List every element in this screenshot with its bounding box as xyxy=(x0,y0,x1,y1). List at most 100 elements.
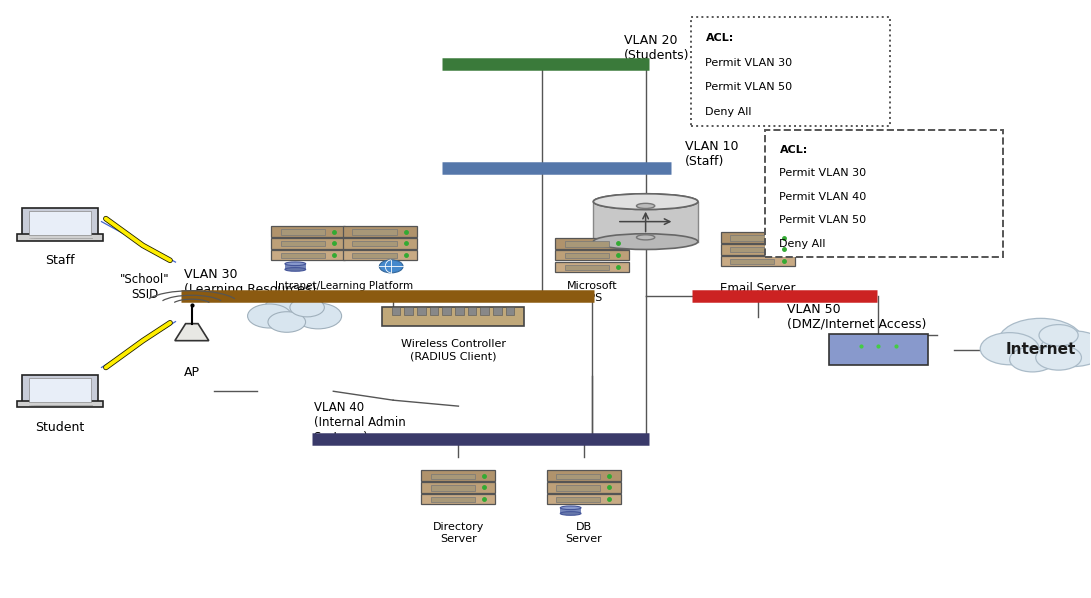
Bar xyxy=(721,232,794,243)
Text: VLAN 40
(Internal Admin
Systems): VLAN 40 (Internal Admin Systems) xyxy=(314,401,406,444)
FancyBboxPatch shape xyxy=(493,307,502,315)
Bar xyxy=(561,508,582,514)
Circle shape xyxy=(1035,345,1081,370)
FancyBboxPatch shape xyxy=(17,401,104,407)
Bar xyxy=(564,265,609,270)
Text: Permit VLAN 50: Permit VLAN 50 xyxy=(706,83,792,93)
Bar xyxy=(555,474,600,479)
Bar xyxy=(564,253,609,258)
Bar xyxy=(352,253,397,258)
Bar xyxy=(343,250,417,260)
Bar xyxy=(547,494,621,504)
Bar xyxy=(421,482,495,493)
Text: Intranet/Learning Platform: Intranet/Learning Platform xyxy=(275,281,413,291)
Text: ACL:: ACL: xyxy=(779,145,807,155)
Bar xyxy=(280,241,325,246)
Ellipse shape xyxy=(285,267,305,271)
Ellipse shape xyxy=(561,506,582,509)
Bar xyxy=(730,259,775,264)
Bar xyxy=(352,241,397,246)
Circle shape xyxy=(380,260,403,273)
Ellipse shape xyxy=(285,262,305,266)
Circle shape xyxy=(295,303,341,329)
Text: ACL:: ACL: xyxy=(706,33,734,43)
Ellipse shape xyxy=(594,194,698,209)
Ellipse shape xyxy=(636,203,655,209)
Text: DB
Server: DB Server xyxy=(565,522,602,544)
Text: VLAN 30
(Learning Resources): VLAN 30 (Learning Resources) xyxy=(184,269,316,297)
Text: Permit VLAN 30: Permit VLAN 30 xyxy=(779,169,866,178)
FancyBboxPatch shape xyxy=(692,17,890,126)
Text: Deny All: Deny All xyxy=(706,107,752,117)
Bar xyxy=(280,230,325,235)
Text: "School"
SSID: "School" SSID xyxy=(120,273,170,301)
Circle shape xyxy=(1041,331,1091,367)
FancyBboxPatch shape xyxy=(29,211,92,235)
Bar xyxy=(431,497,475,502)
Bar xyxy=(555,485,600,490)
Bar xyxy=(555,250,630,261)
Text: Staff: Staff xyxy=(46,254,75,267)
FancyBboxPatch shape xyxy=(455,307,464,315)
Circle shape xyxy=(263,294,323,327)
Bar xyxy=(272,250,345,260)
Circle shape xyxy=(998,318,1083,365)
FancyBboxPatch shape xyxy=(480,307,489,315)
Bar xyxy=(555,497,600,502)
Bar xyxy=(730,247,775,252)
Text: Directory
Server: Directory Server xyxy=(433,522,484,544)
FancyBboxPatch shape xyxy=(506,307,514,315)
FancyBboxPatch shape xyxy=(828,334,928,365)
Text: Internet: Internet xyxy=(1006,342,1076,357)
FancyBboxPatch shape xyxy=(468,307,477,315)
Text: VLAN 10
(Staff): VLAN 10 (Staff) xyxy=(685,140,739,168)
FancyBboxPatch shape xyxy=(392,307,400,315)
Bar xyxy=(421,471,495,481)
Text: Permit VLAN 40: Permit VLAN 40 xyxy=(779,192,866,202)
Bar xyxy=(280,253,325,258)
Bar xyxy=(285,264,305,270)
FancyBboxPatch shape xyxy=(405,307,413,315)
Text: Wireless Controller
(RADIUS Client): Wireless Controller (RADIUS Client) xyxy=(400,340,505,361)
Bar xyxy=(272,226,345,237)
Text: Email Server: Email Server xyxy=(720,282,795,295)
Bar xyxy=(343,226,417,237)
Circle shape xyxy=(1009,347,1055,372)
Bar xyxy=(272,238,345,249)
Text: Student: Student xyxy=(36,421,85,434)
Text: Microsoft
NPS: Microsoft NPS xyxy=(567,281,618,303)
FancyBboxPatch shape xyxy=(29,378,92,402)
Ellipse shape xyxy=(636,235,655,240)
Bar xyxy=(431,474,475,479)
Circle shape xyxy=(980,332,1039,365)
Text: VLAN 50
(DMZ/Internet Access): VLAN 50 (DMZ/Internet Access) xyxy=(787,303,926,331)
Text: VLAN 20
(Students): VLAN 20 (Students) xyxy=(624,34,690,62)
Bar xyxy=(352,230,397,235)
Circle shape xyxy=(248,304,291,328)
FancyBboxPatch shape xyxy=(22,375,98,405)
Text: AP: AP xyxy=(183,365,200,379)
Circle shape xyxy=(268,312,305,332)
Bar xyxy=(555,262,630,272)
Bar xyxy=(421,494,495,504)
FancyBboxPatch shape xyxy=(430,307,439,315)
Text: Deny All: Deny All xyxy=(779,239,826,249)
Polygon shape xyxy=(175,324,208,341)
FancyBboxPatch shape xyxy=(22,208,98,239)
Bar xyxy=(721,244,794,255)
Bar xyxy=(547,471,621,481)
Ellipse shape xyxy=(594,194,698,209)
Circle shape xyxy=(1039,325,1078,346)
Ellipse shape xyxy=(594,234,698,249)
Text: Permit VLAN 30: Permit VLAN 30 xyxy=(706,57,792,68)
FancyBboxPatch shape xyxy=(417,307,425,315)
FancyBboxPatch shape xyxy=(594,202,698,242)
FancyBboxPatch shape xyxy=(17,234,104,240)
Bar xyxy=(730,236,775,240)
FancyBboxPatch shape xyxy=(765,130,1003,257)
Bar xyxy=(721,256,794,266)
Ellipse shape xyxy=(561,512,582,515)
FancyBboxPatch shape xyxy=(442,307,451,315)
Bar xyxy=(343,238,417,249)
Bar xyxy=(564,242,609,246)
